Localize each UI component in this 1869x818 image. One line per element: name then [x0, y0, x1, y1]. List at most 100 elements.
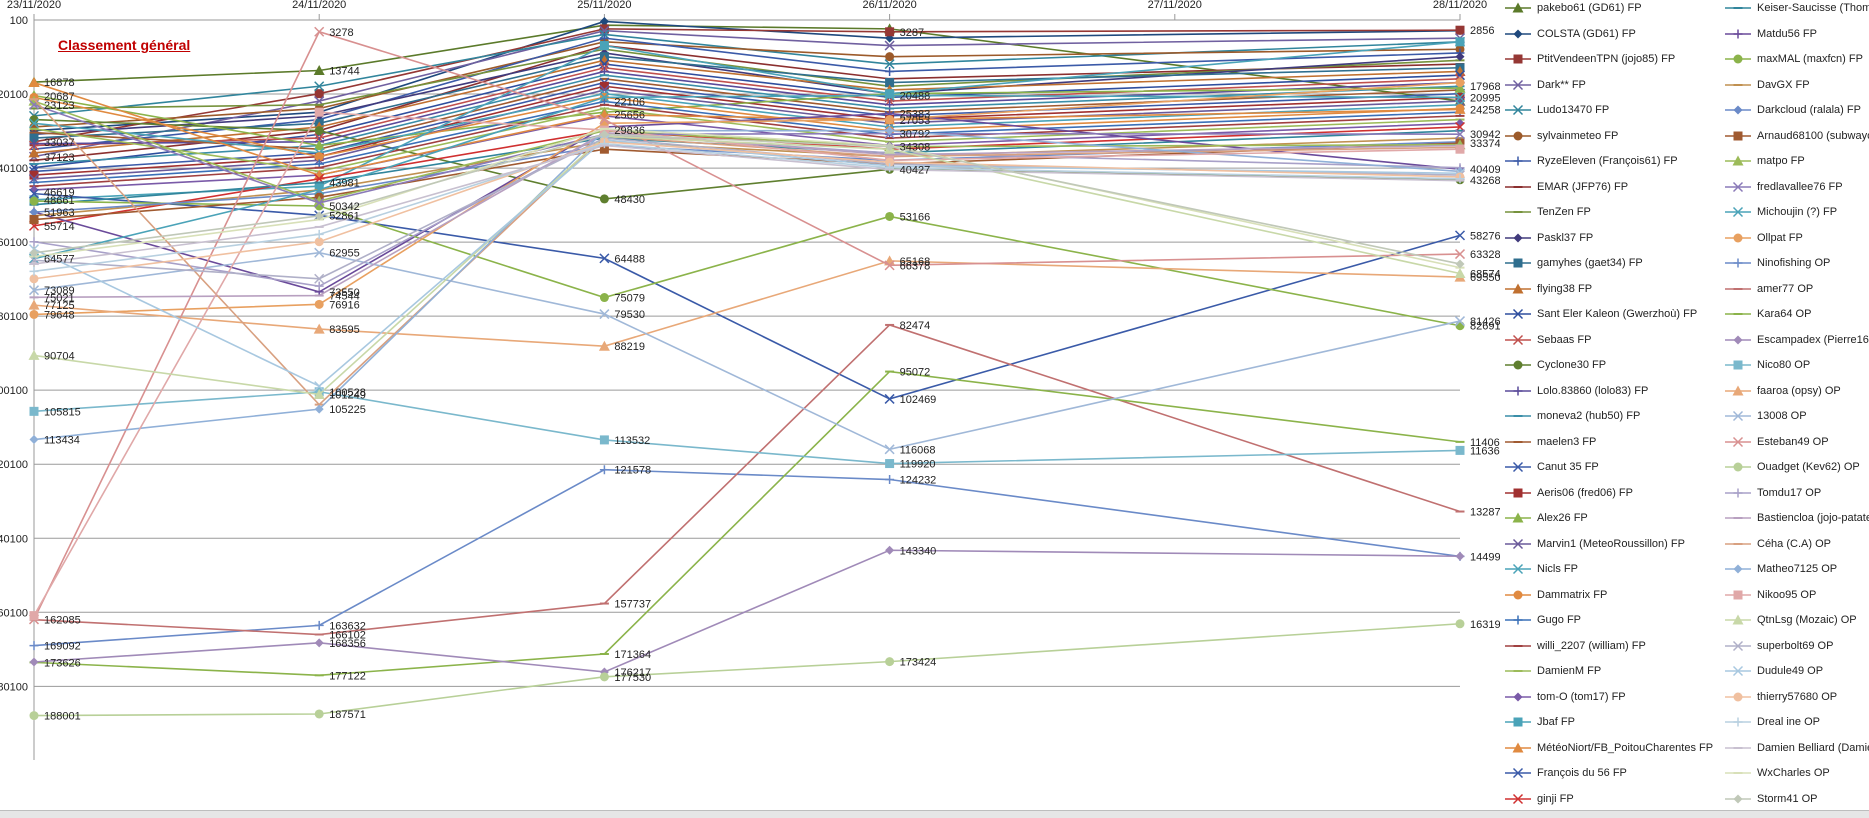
- data-label: 50342: [329, 201, 360, 213]
- data-label: 40409: [1470, 164, 1500, 176]
- data-point: [599, 194, 609, 204]
- data-point: [28, 118, 40, 129]
- data-label: 3278: [329, 27, 353, 39]
- legend-swatch: [1725, 794, 1751, 803]
- legend-swatch: [1725, 233, 1751, 242]
- data-point: [884, 40, 895, 51]
- legend-label: Paskl37 FP: [1537, 231, 1594, 244]
- data-point: [599, 16, 609, 26]
- y-tick-label: 20100: [0, 89, 28, 101]
- series-line: [33, 324, 1461, 636]
- data-label: 171364: [614, 649, 651, 661]
- series-45: [29, 545, 1465, 677]
- data-point: [314, 211, 324, 221]
- data-label: 173424: [900, 657, 937, 669]
- legend-label: matpo FP: [1757, 155, 1805, 167]
- data-point: [1455, 37, 1465, 47]
- data-point: [314, 152, 324, 162]
- legend-label: WxCharles OP: [1757, 767, 1830, 779]
- legend-item: Michoujin (?) FP: [1725, 201, 1869, 223]
- data-label: 76916: [329, 299, 360, 311]
- y-tick-label: 160100: [0, 607, 28, 619]
- legend-marker: [1513, 54, 1523, 64]
- data-label: 29836: [614, 125, 645, 137]
- data-point: [314, 81, 325, 92]
- legend-label: François du 56 FP: [1537, 767, 1627, 779]
- data-label: 132877: [1470, 507, 1500, 519]
- legend-item: Damien Belliard (Damien) OP: [1725, 737, 1869, 759]
- legend-item: Gugo FP: [1505, 609, 1717, 631]
- legend-label: Gugo FP: [1537, 614, 1582, 626]
- data-point: [314, 126, 324, 136]
- legend-item: Dammatrix FP: [1505, 584, 1717, 606]
- data-point: [314, 247, 325, 258]
- legend-label: Dammatrix FP: [1537, 588, 1608, 601]
- legend-swatch: [1505, 670, 1531, 672]
- legend-swatch: [1725, 692, 1751, 701]
- legend-swatch: [1725, 360, 1751, 370]
- data-label: 75021: [44, 292, 75, 304]
- data-label: 48430: [614, 194, 645, 206]
- legend-swatch: [1505, 283, 1531, 293]
- legend-swatch: [1725, 436, 1751, 447]
- legend-item: Ninofishing OP: [1725, 252, 1869, 274]
- legend-label: Canut 35 FP: [1537, 461, 1599, 473]
- data-label: 30942: [1470, 129, 1500, 141]
- legend-marker: [1732, 410, 1744, 422]
- legend-label: faaroa (opsy) OP: [1757, 384, 1841, 397]
- legend-item: Aeris06 (fred06) FP: [1505, 482, 1717, 504]
- data-label: 46619: [44, 187, 75, 199]
- y-tick-label: 60100: [0, 237, 28, 249]
- legend-marker: [1512, 461, 1524, 473]
- legend-marker: [1732, 155, 1744, 166]
- data-label: 188001: [44, 711, 81, 723]
- legend-swatch: [1725, 385, 1751, 395]
- data-point: [29, 274, 39, 284]
- legend-swatch: [1505, 308, 1531, 320]
- data-point: [1455, 144, 1465, 154]
- legend-swatch: [1725, 206, 1751, 218]
- legend-marker: [1513, 233, 1523, 242]
- legend-label: PtitVendeenTPN (jojo85) FP: [1537, 53, 1676, 65]
- legend-label: Arnaud68100 (subwaycon) FP: [1757, 129, 1869, 142]
- legend-marker: [1733, 564, 1743, 574]
- series-line: [33, 549, 1461, 673]
- data-label: 79530: [614, 309, 645, 321]
- legend-item: 13008 OP: [1725, 405, 1869, 427]
- legend-label: Esteban49 OP: [1757, 435, 1829, 448]
- data-label: 101249: [329, 389, 366, 401]
- legend-label: Kara64 OP: [1757, 308, 1812, 320]
- legend-item: Sant Eler Kaleon (Gwerzhoù) FP: [1505, 303, 1717, 325]
- x-tick-label: 26/11/2020: [862, 0, 916, 11]
- data-label: 119920: [900, 459, 936, 471]
- legend-marker: [1512, 767, 1524, 779]
- data-point: [599, 81, 609, 91]
- legend-swatch: [1505, 615, 1531, 625]
- data-point: [314, 184, 325, 195]
- data-point: [1455, 619, 1465, 629]
- legend-item: QtnLsg (Mozaic) OP: [1725, 609, 1869, 631]
- legend-label: Ouadget (Kev62) OP: [1757, 461, 1860, 473]
- legend-item: EMAR (JFP76) FP: [1505, 176, 1717, 198]
- legend-swatch: [1725, 181, 1751, 192]
- data-label: 116068: [900, 444, 936, 456]
- series-48: [28, 247, 1466, 455]
- legend-label: Storm41 OP: [1757, 792, 1818, 805]
- data-label: 58276: [1470, 230, 1500, 242]
- legend-item: flying38 FP: [1505, 278, 1717, 300]
- data-point: [1454, 82, 1466, 93]
- legend-marker: [1512, 742, 1524, 752]
- sheet-scroll-strip[interactable]: [0, 810, 1869, 818]
- legend-item: Canut 35 FP: [1505, 456, 1717, 478]
- legend-label: willi_2207 (william) FP: [1537, 639, 1646, 652]
- data-label: 143340: [900, 545, 937, 557]
- legend-swatch: [1725, 29, 1751, 38]
- legend-swatch: [1505, 54, 1531, 64]
- legend-label: DamienM FP: [1537, 665, 1602, 677]
- legend-label: Tomdu17 OP: [1757, 486, 1822, 499]
- data-point: [885, 211, 895, 221]
- legend-marker: [1733, 54, 1743, 64]
- data-point: [29, 215, 39, 225]
- legend-swatch: [1505, 440, 1531, 443]
- legend-label: Keiser-Saucisse (Thomaninho85) FP: [1757, 2, 1869, 14]
